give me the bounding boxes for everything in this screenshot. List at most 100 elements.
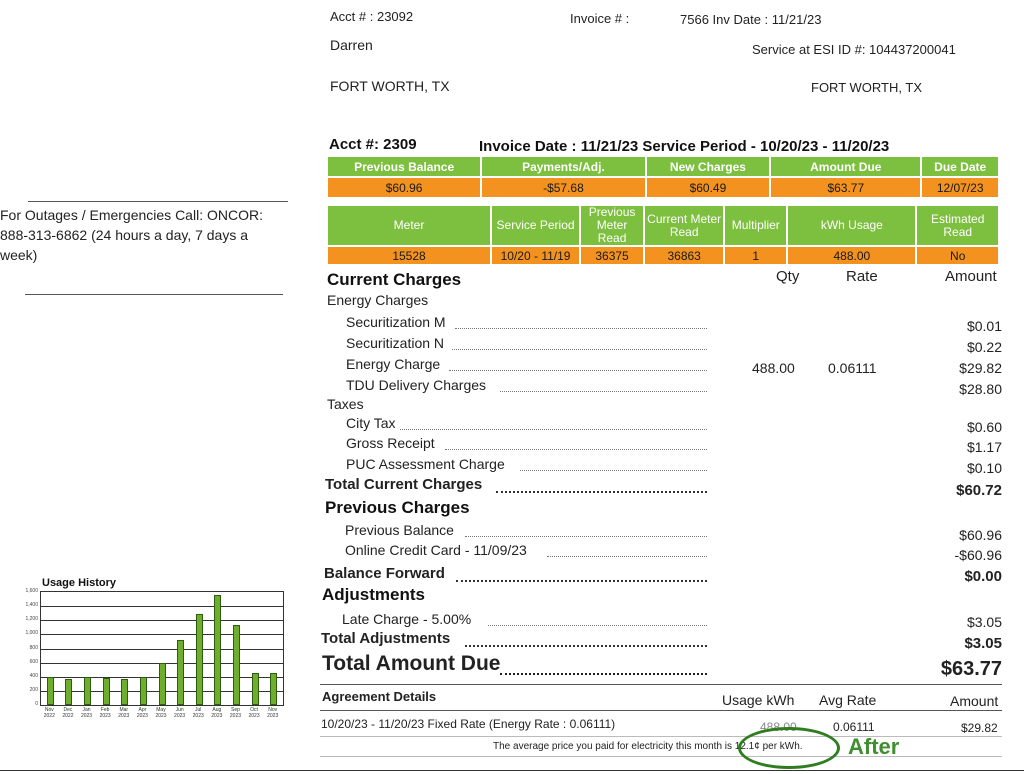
line-item-label: Securitization N — [346, 335, 445, 351]
balance-forward-amount: $0.00 — [964, 568, 1002, 585]
value-amount-due: $63.77 — [771, 178, 921, 197]
usage-bar — [158, 662, 166, 705]
y-tick-label: 0 — [35, 701, 38, 707]
y-tick-label: 400 — [29, 672, 38, 679]
total-adjustments-label: Total Adjustments — [321, 630, 451, 647]
value-kwh-usage: 488.00 — [788, 247, 916, 264]
leader-dots — [520, 470, 707, 471]
line-item-label: Gross Receipt — [346, 435, 435, 451]
line-item-label: TDU Delivery Charges — [346, 377, 487, 393]
value-previous-read: 36375 — [581, 247, 644, 264]
customer-name: Darren — [330, 37, 373, 53]
y-tick-label: 1,000 — [25, 630, 38, 637]
value-previous-balance: $60.96 — [328, 178, 481, 197]
adjustments-title: Adjustments — [322, 585, 425, 604]
header-previous-read: Previous Meter Read — [581, 206, 644, 245]
value-meter: 15528 — [328, 247, 491, 264]
usage-bar — [214, 594, 222, 705]
x-tick-label: Aug 2023 — [211, 707, 223, 719]
y-tick-label: 1,400 — [25, 602, 38, 609]
usage-bar — [139, 676, 147, 705]
page-bottom-edge — [0, 770, 1024, 771]
divider — [320, 710, 1002, 711]
customer-city: FORT WORTH, TX — [330, 78, 450, 94]
leader-dots — [400, 429, 707, 430]
usage-bar — [84, 677, 92, 705]
avg-rate-column-header: Avg Rate — [819, 692, 877, 708]
x-tick-label: Jun 2023 — [174, 707, 186, 719]
header-meter: Meter — [328, 206, 491, 245]
value-estimated-read: No — [917, 247, 998, 264]
line-item-amount: $28.80 — [959, 381, 1002, 397]
taxes-group: Taxes — [327, 396, 364, 412]
current-charges-title: Current Charges — [327, 270, 462, 289]
header-new-charges: New Charges — [646, 157, 770, 176]
after-annotation: After — [848, 734, 900, 759]
line-item-label: Securitization M — [346, 314, 446, 330]
header-kwh-usage: kWh Usage — [788, 206, 916, 245]
line-item-amount: $0.22 — [966, 339, 1002, 355]
x-tick-label: Jan 2023 — [80, 707, 93, 719]
header-due-date: Due Date — [922, 157, 998, 176]
value-new-charges: $60.49 — [646, 178, 770, 197]
usage-bar — [65, 678, 73, 705]
previous-charges-title: Previous Charges — [325, 498, 470, 517]
invoice-service-period: Invoice Date : 11/21/23 Service Period -… — [479, 138, 890, 155]
divider — [320, 736, 1002, 737]
line-item-amount: $1.17 — [966, 439, 1002, 455]
x-tick-label: Apr 2023 — [136, 707, 148, 719]
usage-history-chart — [40, 591, 284, 706]
value-due-date: 12/07/23 — [922, 178, 998, 197]
usage-bar — [232, 625, 240, 705]
gridline — [41, 620, 283, 622]
usage-bar — [270, 672, 278, 705]
invoice-number-date: 7566 Inv Date : 11/21/23 — [680, 12, 822, 27]
value-current-read: 36863 — [645, 247, 724, 264]
divider — [28, 201, 288, 202]
header-multiplier: Multiplier — [725, 206, 787, 245]
x-tick-label: May 2023 — [155, 707, 167, 719]
outage-notice: For Outages / Emergencies Call: ONCOR: 8… — [0, 207, 263, 263]
line-item-label: City Tax — [346, 415, 396, 431]
usage-bar — [195, 613, 203, 705]
account-number-header: Acct # : 23092 — [330, 9, 414, 24]
line-item-label: Late Charge - 5.00% — [342, 611, 472, 627]
divider — [320, 684, 1002, 685]
y-tick-label: 200 — [29, 686, 38, 693]
total-amount-due-value: $63.77 — [940, 658, 1002, 680]
line-item-label: Online Credit Card - 11/09/23 — [345, 542, 527, 558]
value-payments: -$57.68 — [482, 178, 645, 197]
qty-column-header: Qty — [776, 268, 800, 285]
leader-dots — [445, 449, 707, 450]
usage-kwh-column-header: Usage kWh — [722, 692, 795, 708]
x-tick-label: Oct 2023 — [248, 707, 260, 719]
line-item-amount: $0.10 — [966, 460, 1002, 476]
x-tick-label: Jul 2023 — [192, 707, 204, 719]
header-service-period: Service Period — [492, 206, 580, 245]
line-item-label: Previous Balance — [345, 522, 454, 538]
acct-title: Acct #: 2309 — [329, 136, 417, 153]
header-previous-balance: Previous Balance — [328, 157, 481, 176]
line-item-amount: $60.96 — [959, 527, 1002, 543]
y-tick-label: 600 — [29, 658, 38, 665]
x-tick-label: Sep 2023 — [229, 707, 242, 719]
line-item-label: Energy Charge — [346, 356, 441, 372]
total-adjustments-amount: $3.05 — [964, 635, 1002, 652]
leader-dots — [488, 625, 707, 626]
usage-history-title: Usage History — [42, 577, 116, 589]
value-service-period: 10/20 - 11/19 — [492, 247, 580, 264]
line-item-amount: $29.82 — [959, 360, 1002, 376]
leader-dots — [496, 491, 707, 493]
line-item-label: PUC Assessment Charge — [346, 456, 505, 472]
total-amount-due-label: Total Amount Due — [322, 652, 501, 675]
agreement-amount-column-header: Amount — [950, 693, 999, 709]
gridline — [41, 606, 283, 608]
usage-bar — [102, 678, 110, 705]
leader-dots — [455, 328, 707, 329]
y-tick-label: 1,200 — [25, 616, 38, 623]
leader-dots — [465, 645, 707, 647]
divider — [320, 756, 1002, 757]
gridline — [41, 648, 283, 650]
header-current-read: Current Meter Read — [645, 206, 724, 245]
leader-dots — [449, 370, 707, 371]
